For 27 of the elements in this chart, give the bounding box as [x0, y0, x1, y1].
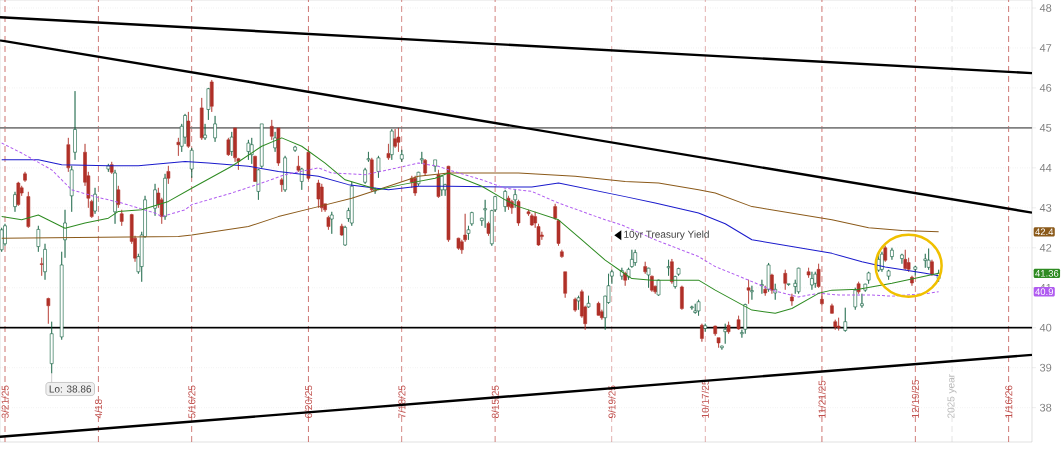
- x-tick-label: 4/18: [94, 399, 103, 419]
- x-tick-label: 9/19/25: [608, 385, 616, 418]
- annotation: 40.9: [1035, 288, 1054, 296]
- y-tick-label: 48: [1039, 4, 1052, 12]
- x-tick-label: 1/16/26: [1004, 385, 1013, 418]
- y-tick-label: 40: [1039, 323, 1052, 332]
- annotation: 10yr Treasury Yield: [624, 230, 709, 240]
- x-tick-label: 10/17/25: [701, 379, 709, 418]
- y-tick-label: 44: [1039, 164, 1052, 172]
- annotation: 42.4: [1035, 228, 1054, 236]
- y-tick-label: 43: [1039, 203, 1052, 212]
- x-tick-label: 2025 year: [947, 374, 957, 418]
- y-tick-label: 42: [1039, 243, 1052, 252]
- x-tick-label: 11/21/25: [818, 380, 826, 418]
- annotation: 41.36: [1035, 269, 1059, 277]
- annotation: Lo: 38.86: [49, 385, 92, 393]
- x-tick-label: 6/20/25: [304, 385, 313, 418]
- y-tick-label: 39: [1039, 363, 1052, 372]
- x-tick-label: 8/15/25: [491, 385, 499, 419]
- y-tick-label: 47: [1039, 44, 1052, 52]
- y-tick-label: 46: [1039, 84, 1052, 92]
- x-tick-label: 7/18/25: [398, 385, 406, 418]
- y-tick-label: 45: [1039, 124, 1052, 132]
- x-tick-label: 5/16/25: [188, 385, 196, 419]
- x-tick-label: 12/19/25: [911, 379, 919, 418]
- x-tick-label: 3/21/25: [1, 385, 9, 419]
- y-tick-label: 38: [1039, 403, 1052, 412]
